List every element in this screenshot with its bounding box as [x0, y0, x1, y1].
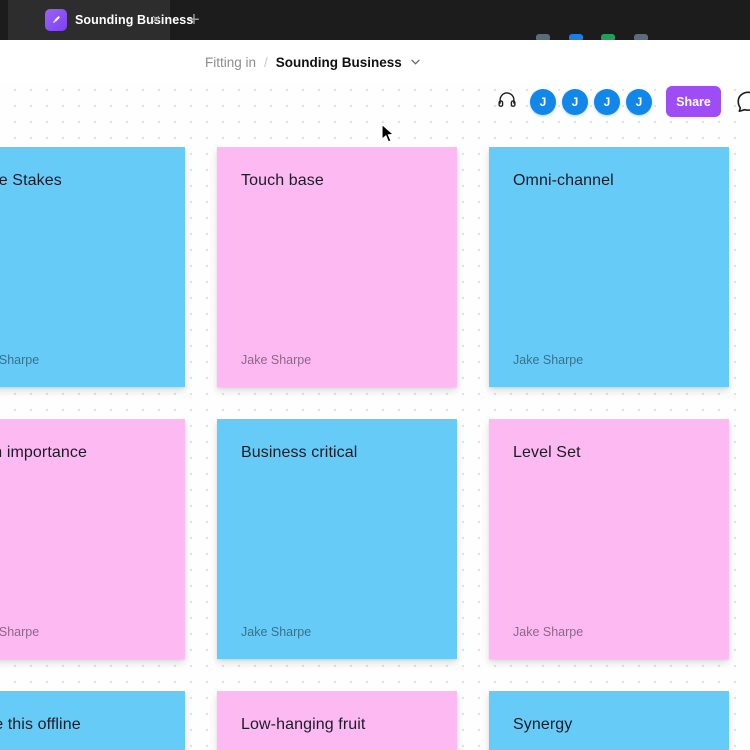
- sticky-note[interactable]: Business critical Jake Sharpe: [217, 419, 457, 659]
- sticky-note[interactable]: Touch base Jake Sharpe: [217, 147, 457, 387]
- audio-headphones-button[interactable]: [494, 89, 520, 115]
- sticky-note[interactable]: Take this offlineJake Sharpe: [0, 691, 185, 750]
- sticky-title: Touch base: [241, 172, 324, 189]
- whiteboard-canvas[interactable]: Table Stakes Jake Sharpe Touch base Jake Sh…: [0, 84, 750, 750]
- sticky-title: Take this offline: [0, 716, 81, 733]
- tab-bar: Sounding Business × +: [0, 0, 750, 40]
- presence-pill: [601, 34, 615, 40]
- sticky-author: Jake Sharpe: [0, 353, 40, 367]
- sticky-note[interactable]: Level Set Jake Sharpe: [489, 419, 729, 659]
- breadcrumb-project[interactable]: Fitting in: [205, 54, 257, 70]
- comments-button[interactable]: [735, 89, 750, 115]
- sticky-note[interactable]: Omni-channel Jake Sharpe: [489, 147, 729, 387]
- tab-title: Sounding Business: [75, 13, 194, 27]
- tab-close-icon[interactable]: ×: [151, 11, 161, 28]
- sticky-title: High importance: [0, 444, 87, 461]
- comment-bubble-icon: [735, 91, 750, 119]
- sticky-author: Jake Sharpe: [241, 625, 312, 639]
- breadcrumb-file-name[interactable]: Sounding Business: [275, 54, 402, 70]
- presence-pill: [568, 34, 583, 40]
- sticky-author: Jake Sharpe: [513, 625, 584, 639]
- sticky-note[interactable]: SynergyJake Sharpe: [489, 691, 729, 750]
- chevron-down-icon[interactable]: [411, 59, 420, 65]
- sticky-author: Jake Sharpe: [241, 353, 312, 367]
- tab-sounding-business[interactable]: Sounding Business ×: [8, 0, 193, 40]
- share-button[interactable]: Share: [666, 86, 721, 117]
- breadcrumb-separator: /: [264, 54, 268, 70]
- sticky-title: Table Stakes: [0, 172, 62, 189]
- sticky-note[interactable]: High importance Jake Sharpe: [0, 419, 185, 659]
- figjam-file-icon: [45, 9, 67, 31]
- presence-pill: [536, 34, 550, 40]
- sticky-note[interactable]: Low-hanging fruitJake Sharpe: [217, 691, 457, 750]
- headphones-icon: [496, 89, 518, 116]
- sticky-author: Jake Sharpe: [513, 353, 584, 367]
- sticky-title: Level Set: [513, 444, 581, 461]
- sticky-title: Omni-channel: [513, 172, 614, 189]
- breadcrumb: Fitting in / Sounding Business: [205, 40, 420, 84]
- sticky-title: Low-hanging fruit: [241, 716, 366, 733]
- user-avatar[interactable]: J: [530, 89, 556, 115]
- sticky-title: Business critical: [241, 444, 358, 461]
- sticky-author: Jake Sharpe: [0, 625, 40, 639]
- user-avatar[interactable]: J: [594, 89, 620, 115]
- sticky-title: Synergy: [513, 716, 573, 733]
- sticky-note[interactable]: Table Stakes Jake Sharpe: [0, 147, 185, 387]
- presence-pill: [633, 34, 648, 40]
- user-avatar[interactable]: J: [626, 89, 652, 115]
- new-tab-button[interactable]: +: [188, 8, 200, 31]
- user-avatar[interactable]: J: [562, 89, 588, 115]
